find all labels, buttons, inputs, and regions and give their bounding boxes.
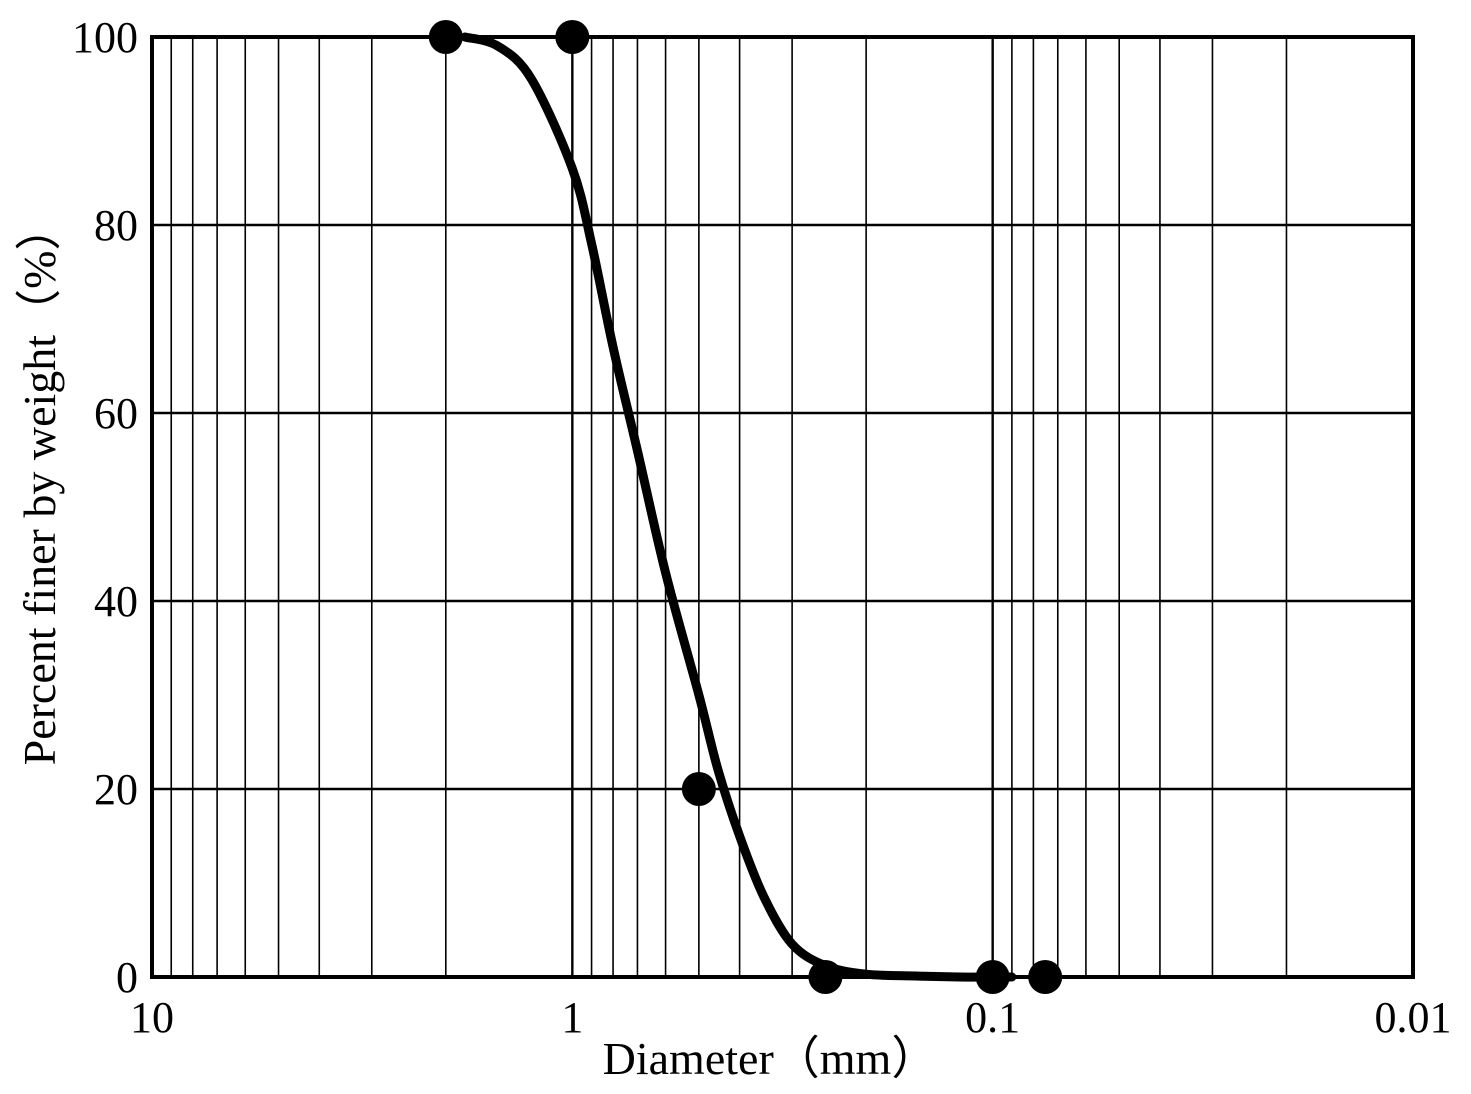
y-tick-label: 80 [94,201,138,250]
grid [152,37,1413,977]
x-tick-label: 1 [561,993,583,1042]
y-tick-label: 60 [94,389,138,438]
x-tick-label: 0.1 [965,993,1020,1042]
fit-curve [460,32,1017,982]
data-point [681,772,716,806]
y-tick-label: 100 [72,13,138,62]
y-tick-label: 0 [116,953,138,1002]
x-tick-label: 10 [130,993,174,1042]
plot-frame [150,35,1415,979]
x-tick-labels: 10 1 0.1 0.01 [130,993,1452,1042]
y-tick-label: 40 [94,577,138,626]
x-axis-label: Diameter（mm） [603,1033,938,1084]
y-tick-labels: 0 20 40 60 80 100 [72,13,138,1002]
y-axis-label: Percent finer by weight（%） [14,205,65,766]
x-tick-label: 0.01 [1375,993,1452,1042]
y-tick-label: 20 [94,765,138,814]
fit-curve-layer [460,32,1017,982]
